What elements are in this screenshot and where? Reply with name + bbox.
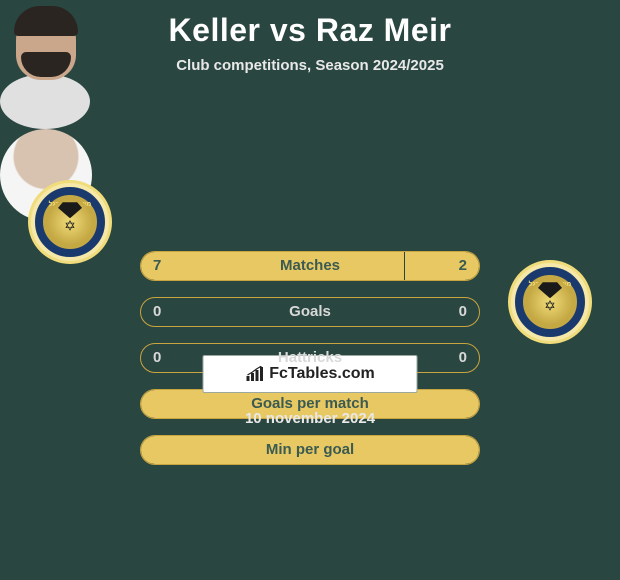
stat-value-left: 0 [153,298,161,326]
stat-bar: Min per goal [140,435,480,465]
stat-value-left: 0 [153,344,161,372]
bars-container: Matches72Goals00Hattricks00Goals per mat… [140,251,480,481]
player-avatar-left [0,74,90,129]
club-badge-right: מועדון כדורגל ✡ [508,260,592,344]
page-subtitle: Club competitions, Season 2024/2025 [0,57,620,74]
stat-bar: Goals per match [140,389,480,419]
stat-label: Hattricks [141,344,479,372]
stat-label: Min per goal [141,436,479,464]
stat-bar: Hattricks0 0 [140,343,480,373]
star-icon: ✡ [544,297,556,314]
club-badge-left: מועדון כדורגל ✡ [28,180,112,264]
stat-label: Matches [141,252,479,280]
stat-label: Goals per match [141,390,479,418]
stat-bar: Matches7 2 [140,251,480,281]
stat-bar: Goals0 0 [140,297,480,327]
stat-value-right: 2 [459,252,467,280]
star-icon: ✡ [64,217,76,234]
stat-label: Goals [141,298,479,326]
stat-value-left: 7 [153,252,161,280]
page-title: Keller vs Raz Meir [0,0,620,49]
stat-value-right: 0 [459,344,467,372]
stat-value-right: 0 [459,298,467,326]
